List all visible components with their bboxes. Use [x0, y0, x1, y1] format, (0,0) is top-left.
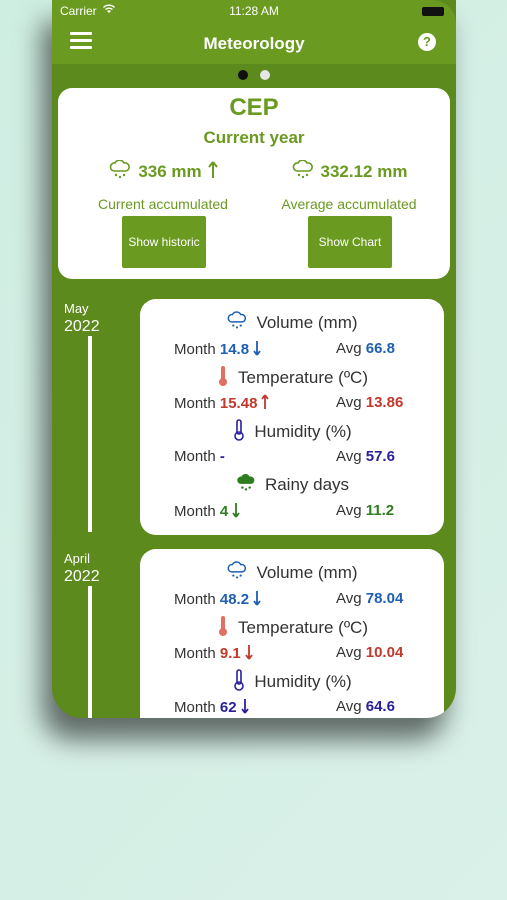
summary-card: CEP Current year 336 mm Current accumula… — [58, 88, 450, 279]
timeline-month: April — [64, 551, 91, 566]
current-accumulated-label: Current accumulated — [98, 196, 228, 212]
volume-row-title: Volume (mm) — [140, 311, 444, 336]
timeline-year: 2022 — [64, 318, 100, 335]
current-accumulated-value: 336 mm — [138, 161, 202, 181]
app-header: Carrier 11:28 AM Meteorology ? — [52, 0, 456, 64]
carrier-label: Carrier — [60, 4, 97, 18]
station-name: CEP — [229, 94, 279, 121]
status-bar: Carrier 11:28 AM — [52, 0, 456, 22]
show-chart-button[interactable]: Show Chart — [308, 216, 392, 268]
rain-cloud-icon — [291, 159, 315, 185]
show-historic-button[interactable]: Show historic — [122, 216, 206, 268]
menu-button[interactable] — [70, 32, 92, 50]
average-accumulated-label: Average accumulated — [281, 196, 417, 212]
arrow-down-icon — [245, 644, 253, 664]
wifi-icon — [102, 3, 116, 17]
help-button[interactable]: ? — [418, 33, 436, 51]
month-card: Volume (mm) Month 48.2 Avg 78.04 Tempera… — [140, 549, 444, 718]
humidity-row-title: Humidity (%) — [140, 669, 444, 696]
thermometer-icon — [216, 365, 230, 392]
rain-cloud-icon — [108, 159, 132, 185]
humidity-thermometer-icon — [232, 669, 246, 696]
arrow-up-icon — [261, 394, 270, 414]
average-accumulated: 332.12 mm Average accumulated — [254, 159, 444, 212]
period-label: Current year — [203, 128, 305, 147]
arrow-down-icon — [240, 698, 249, 718]
phone-frame: Carrier 11:28 AM Meteorology ? CEP Curre… — [52, 0, 456, 718]
month-card: Volume (mm) Month 14.8 Avg 66.8 Temperat… — [140, 299, 444, 535]
page-title: Meteorology — [203, 34, 305, 53]
hamburger-icon — [70, 32, 92, 35]
volume-row-title: Volume (mm) — [140, 561, 444, 586]
rainy-days-row-title: Rainy days — [140, 473, 444, 498]
arrow-down-icon — [253, 590, 261, 610]
timeline-line — [88, 336, 92, 532]
timeline-year: 2022 — [64, 568, 100, 585]
arrow-up-icon — [207, 161, 218, 184]
rain-cloud-icon — [226, 311, 248, 336]
page-dot-2[interactable] — [260, 70, 270, 80]
timeline-line — [88, 586, 92, 718]
temperature-row-title: Temperature (ºC) — [140, 365, 444, 392]
battery-icon — [422, 7, 444, 16]
page-dot-1[interactable] — [238, 70, 248, 80]
arrow-down-icon — [253, 340, 261, 360]
arrow-down-icon — [232, 502, 240, 522]
humidity-thermometer-icon — [232, 419, 246, 446]
heavy-rain-cloud-icon — [235, 473, 257, 498]
thermometer-icon — [216, 615, 230, 642]
temperature-row-title: Temperature (ºC) — [140, 615, 444, 642]
status-time: 11:28 AM — [229, 4, 279, 18]
current-accumulated: 336 mm Current accumulated — [68, 159, 258, 212]
timeline-month: May — [64, 301, 89, 316]
page-indicator[interactable] — [52, 67, 456, 80]
humidity-row-title: Humidity (%) — [140, 419, 444, 446]
rain-cloud-icon — [226, 561, 248, 586]
average-accumulated-value: 332.12 mm — [320, 161, 408, 181]
